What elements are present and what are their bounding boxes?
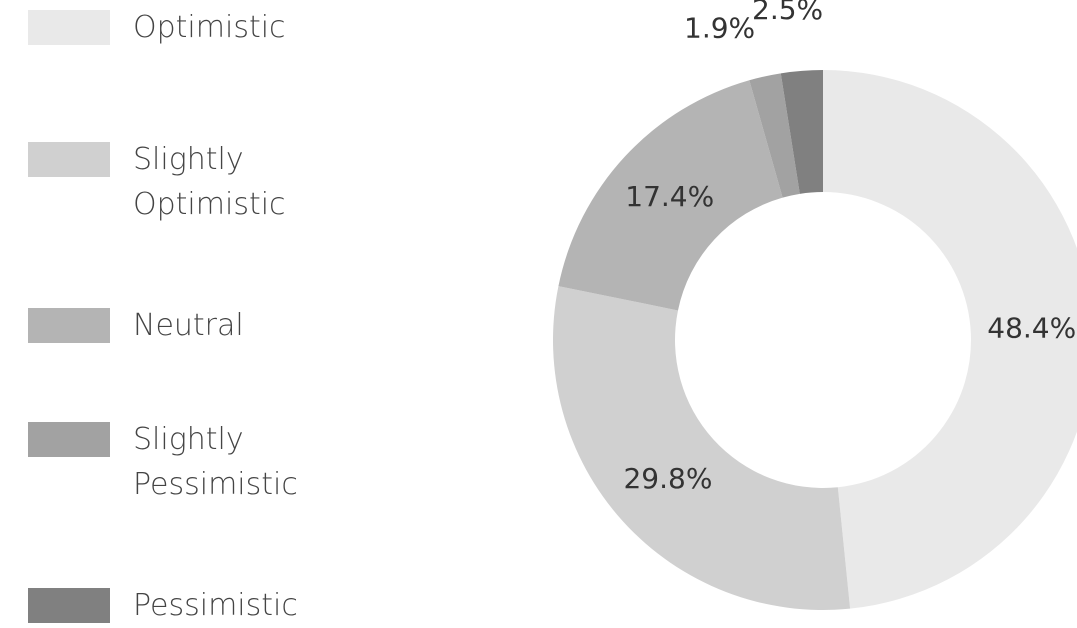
legend-swatch [28, 142, 110, 177]
donut-slice [749, 73, 800, 198]
legend-label: Slightly Pessimistic [133, 422, 298, 502]
donut-slice [553, 286, 851, 610]
value-label: 29.8% [623, 462, 712, 495]
legend-label: Pessimistic [133, 588, 298, 623]
value-label: 17.4% [625, 180, 714, 213]
legend-swatch [28, 10, 110, 45]
donut-slice [823, 70, 1077, 609]
legend-swatch [28, 308, 110, 343]
legend-swatch [28, 588, 110, 623]
legend-label: Neutral [133, 308, 244, 343]
legend: Optimistic Slightly Optimistic Neutral Slig… [0, 0, 400, 625]
legend-swatch [28, 422, 110, 457]
donut-slice [558, 80, 783, 311]
value-label: 48.4% [987, 311, 1076, 344]
donut-slice [780, 70, 823, 194]
value-label: 2.5% [752, 0, 823, 26]
value-label: 1.9% [684, 11, 755, 44]
legend-label: Optimistic [133, 10, 286, 45]
legend-label: Slightly Optimistic [133, 142, 286, 222]
